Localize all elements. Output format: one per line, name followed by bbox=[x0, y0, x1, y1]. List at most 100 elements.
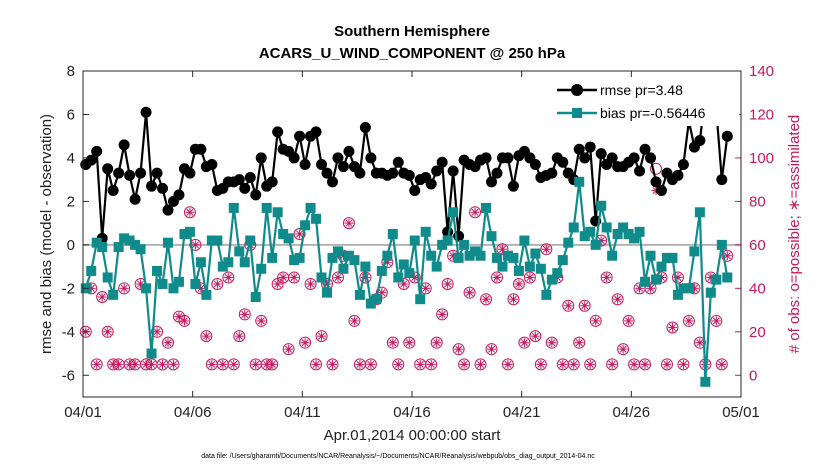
obs-possible-marker bbox=[458, 358, 471, 371]
rmse-point bbox=[387, 167, 399, 179]
obs-assimilated-marker bbox=[432, 338, 442, 348]
bias-point bbox=[546, 274, 557, 285]
bias-point bbox=[360, 261, 371, 272]
obs-possible-marker bbox=[397, 277, 410, 290]
rmse-point bbox=[716, 174, 728, 186]
rmse-point bbox=[85, 154, 97, 166]
obs-assimilated-marker bbox=[481, 294, 491, 304]
obs-assimilated-marker bbox=[251, 359, 261, 369]
obs-possible-marker bbox=[90, 358, 103, 371]
obs-possible-marker bbox=[326, 358, 339, 371]
obs-assimilated-marker bbox=[580, 301, 590, 311]
obs-assimilated-marker bbox=[355, 359, 365, 369]
obs-assimilated-marker bbox=[476, 359, 486, 369]
obs-possible-marker bbox=[310, 358, 323, 371]
rmse-point bbox=[392, 156, 404, 168]
rmse-point bbox=[529, 158, 541, 170]
obs-assimilated-marker bbox=[218, 359, 228, 369]
obs-possible-marker bbox=[666, 321, 679, 334]
obs-possible-marker bbox=[118, 282, 131, 295]
x-tick-label: 05/01 bbox=[722, 404, 760, 421]
bias-point bbox=[113, 242, 124, 253]
obs-possible-marker bbox=[507, 293, 520, 306]
bias-point bbox=[661, 252, 672, 263]
y-tick-label: 2 bbox=[67, 193, 75, 210]
obs-possible-marker bbox=[364, 358, 377, 371]
obs-possible-marker bbox=[430, 336, 443, 349]
y-right-tick-label: 40 bbox=[749, 280, 766, 297]
obs-possible-marker bbox=[392, 358, 405, 371]
obs-assimilated-marker bbox=[667, 322, 677, 332]
obs-possible-marker bbox=[233, 330, 246, 343]
bias-point bbox=[124, 235, 135, 246]
obs-possible-marker bbox=[512, 277, 525, 290]
bias-point bbox=[119, 233, 130, 244]
y-right-tick-label: 140 bbox=[749, 63, 774, 80]
obs-possible-marker bbox=[375, 286, 388, 299]
x-tick-label: 04/26 bbox=[613, 404, 651, 421]
rmse-point bbox=[359, 122, 371, 134]
rmse-point bbox=[250, 189, 262, 201]
bias-point bbox=[289, 255, 300, 266]
bias-point bbox=[607, 250, 618, 261]
bias-point bbox=[448, 207, 459, 218]
rmse-point bbox=[365, 152, 377, 164]
obs-possible-marker bbox=[490, 271, 503, 284]
obs-possible-marker bbox=[238, 308, 251, 321]
bias-point bbox=[497, 261, 508, 272]
bias-point bbox=[426, 250, 437, 261]
y-tick-label: 6 bbox=[67, 106, 75, 123]
obs-assimilated-marker bbox=[92, 359, 102, 369]
bias-point bbox=[201, 289, 212, 300]
obs-assimilated-marker bbox=[147, 359, 157, 369]
bias-point bbox=[393, 272, 404, 283]
bias-point bbox=[683, 283, 694, 294]
legend-rmse-marker bbox=[571, 84, 583, 96]
obs-assimilated-marker bbox=[201, 331, 211, 341]
obs-assimilated-marker bbox=[240, 309, 250, 319]
obs-assimilated-marker bbox=[536, 359, 546, 369]
obs-assimilated-marker bbox=[569, 359, 579, 369]
bias-point bbox=[102, 272, 113, 283]
bias-point bbox=[585, 226, 596, 237]
rmse-point bbox=[294, 130, 306, 142]
obs-assimilated-marker bbox=[602, 272, 612, 282]
obs-assimilated-marker bbox=[421, 283, 431, 293]
bias-point bbox=[349, 255, 360, 266]
rmse-point bbox=[694, 135, 706, 147]
obs-possible-marker bbox=[441, 277, 454, 290]
obs-assimilated-marker bbox=[393, 359, 403, 369]
obs-assimilated-marker bbox=[454, 344, 464, 354]
obs-assimilated-marker bbox=[585, 359, 595, 369]
obs-assimilated-marker bbox=[487, 344, 497, 354]
bias-point bbox=[212, 235, 223, 246]
y-right-tick-label: 60 bbox=[749, 237, 766, 254]
obs-possible-marker bbox=[342, 217, 355, 230]
rmse-point bbox=[316, 158, 328, 170]
obs-possible-marker bbox=[639, 358, 652, 371]
rmse-point bbox=[288, 152, 300, 164]
bias-point bbox=[629, 233, 640, 244]
obs-possible-marker bbox=[573, 336, 586, 349]
rmse-point bbox=[146, 180, 158, 192]
rmse-point bbox=[195, 143, 207, 155]
obs-assimilated-marker bbox=[618, 344, 628, 354]
rmse-point bbox=[118, 139, 130, 151]
rmse-point bbox=[354, 167, 366, 179]
bias-point bbox=[552, 268, 563, 279]
bias-point bbox=[382, 250, 393, 261]
bias-point bbox=[491, 252, 502, 263]
obs-possible-marker bbox=[710, 314, 723, 327]
obs-assimilated-marker bbox=[103, 327, 113, 337]
y-tick-label: 8 bbox=[67, 63, 75, 80]
rmse-point bbox=[129, 193, 141, 205]
obs-possible-marker bbox=[348, 314, 361, 327]
bias-point bbox=[475, 250, 486, 261]
y-tick-label: -6 bbox=[62, 367, 75, 384]
obs-possible-marker bbox=[545, 336, 558, 349]
bias-point bbox=[459, 239, 470, 250]
bias-point bbox=[338, 263, 349, 274]
obs-possible-marker bbox=[282, 343, 295, 356]
obs-assimilated-marker bbox=[262, 359, 272, 369]
obs-possible-marker bbox=[452, 343, 465, 356]
